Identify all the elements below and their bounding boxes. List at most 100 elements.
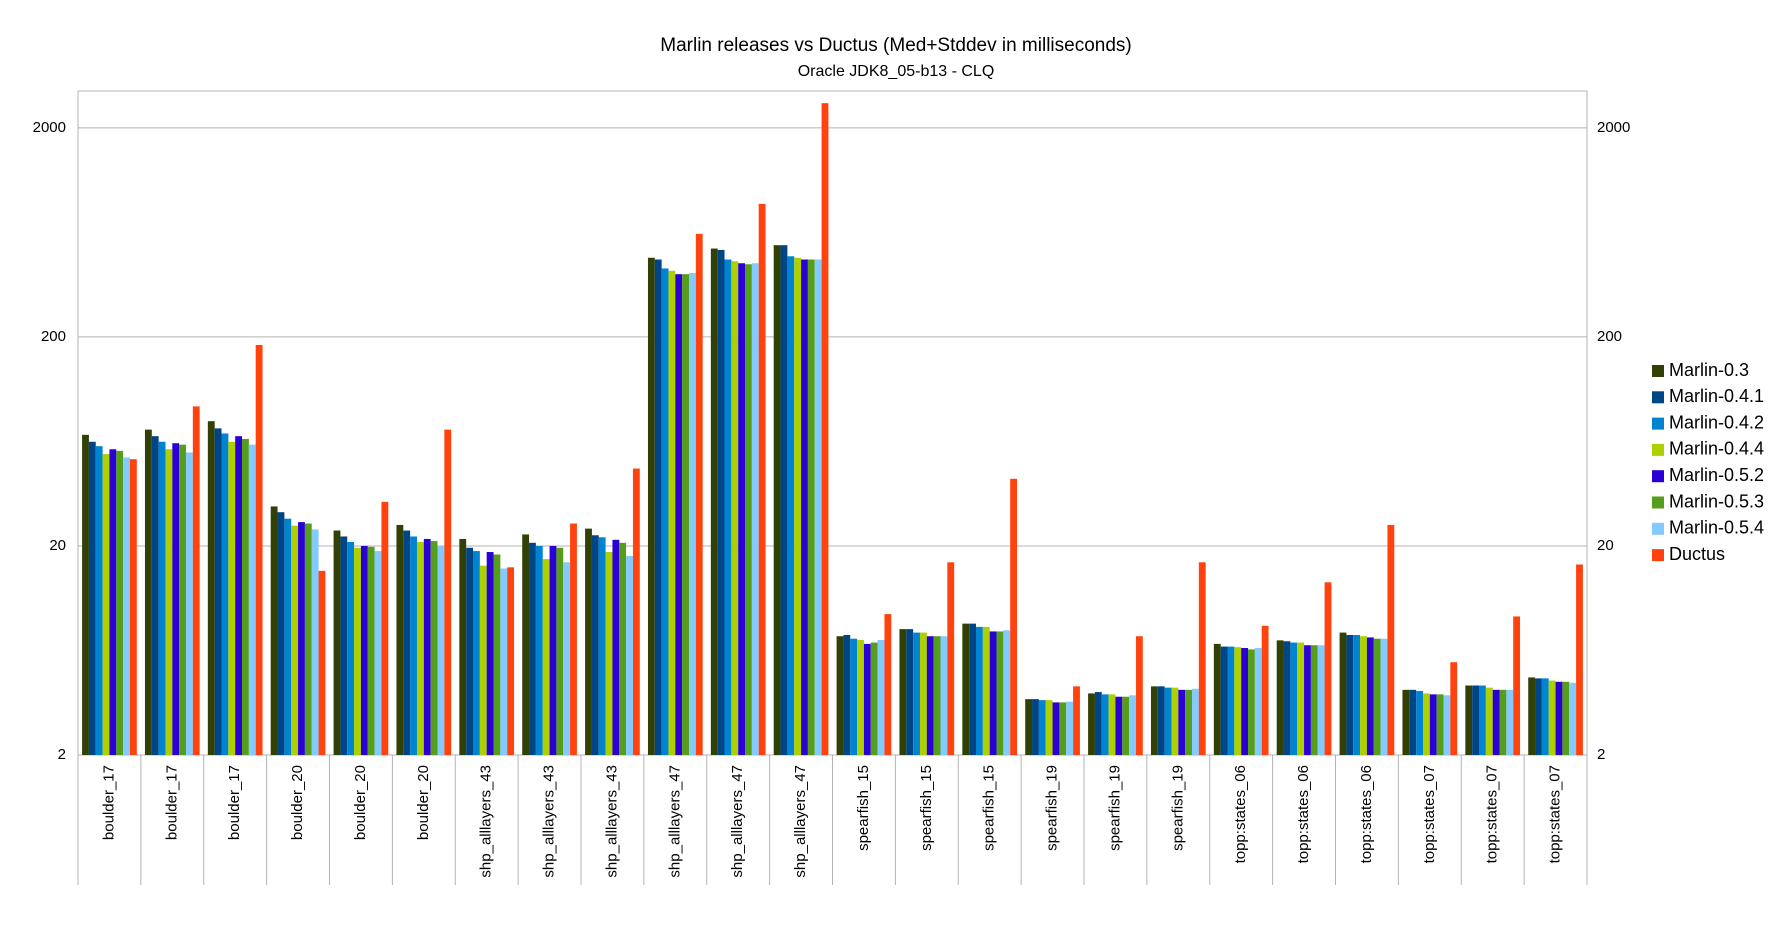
- bar: [479, 565, 487, 755]
- bar: [228, 441, 236, 755]
- bar: [1178, 689, 1186, 755]
- bar: [695, 233, 703, 755]
- x-tick-label: spearfish_19: [1169, 765, 1186, 851]
- bar: [1157, 686, 1165, 755]
- bar: [522, 534, 530, 755]
- bar: [850, 638, 858, 755]
- bar: [1569, 682, 1577, 755]
- bar: [1276, 640, 1284, 755]
- bar: [1317, 645, 1325, 755]
- bar: [940, 636, 948, 755]
- bar: [1465, 685, 1473, 755]
- x-tick-label: boulder_20: [289, 765, 306, 840]
- bar: [996, 631, 1004, 755]
- bar: [570, 523, 577, 755]
- bar: [535, 545, 543, 755]
- bar: [682, 274, 689, 755]
- bar: [1555, 681, 1563, 755]
- bar: [1122, 696, 1130, 755]
- y-tick-label: 200: [41, 328, 66, 345]
- bar: [423, 538, 431, 755]
- bar: [1241, 647, 1249, 755]
- bar: [1304, 645, 1311, 755]
- bar: [1088, 693, 1095, 755]
- x-tick-label: spearfish_19: [1106, 765, 1123, 851]
- bar: [304, 523, 312, 755]
- x-tick-label: boulder_17: [226, 765, 243, 840]
- x-tick-label: spearfish_15: [981, 765, 998, 851]
- bar: [88, 441, 96, 755]
- bar: [144, 429, 152, 755]
- bar: [710, 248, 718, 755]
- bar: [179, 444, 186, 755]
- legend-label: Marlin-0.4.1: [1669, 386, 1764, 406]
- bar: [1416, 690, 1423, 755]
- bar: [1353, 634, 1361, 755]
- legend-label: Ductus: [1669, 544, 1725, 564]
- bar: [1025, 699, 1033, 755]
- bar: [318, 570, 326, 755]
- bar: [109, 449, 117, 755]
- bar: [549, 545, 557, 755]
- x-tick-label: spearfish_19: [1044, 765, 1061, 851]
- bar: [619, 542, 627, 755]
- bar: [1191, 688, 1199, 755]
- bar: [843, 634, 851, 755]
- bar: [158, 441, 166, 755]
- bar: [919, 632, 927, 755]
- bar: [165, 449, 173, 755]
- bar: [221, 433, 229, 755]
- bar: [235, 436, 243, 755]
- bar: [430, 541, 438, 755]
- bar: [255, 344, 263, 755]
- bar: [1010, 478, 1018, 755]
- bar: [982, 626, 990, 755]
- bar: [116, 450, 124, 755]
- y2-tick-label: 2000: [1597, 119, 1630, 136]
- bar: [724, 259, 732, 755]
- bar: [989, 631, 997, 755]
- bar: [1073, 686, 1080, 755]
- bar: [354, 547, 361, 755]
- legend-swatch: [1652, 443, 1664, 456]
- bar: [598, 537, 606, 755]
- bar: [1164, 687, 1172, 755]
- bar: [801, 259, 808, 755]
- legend-swatch: [1652, 470, 1664, 483]
- y-tick-label: 2000: [33, 119, 66, 136]
- bar: [1310, 645, 1318, 755]
- bar: [814, 259, 822, 755]
- bar: [1261, 625, 1269, 755]
- bar: [731, 261, 739, 755]
- legend-swatch: [1652, 496, 1664, 509]
- bar: [1485, 687, 1493, 755]
- x-tick-label: spearfish_15: [855, 765, 872, 851]
- bar: [396, 524, 404, 755]
- y-tick-label: 20: [49, 537, 66, 554]
- bar: [807, 259, 815, 755]
- bar: [1115, 696, 1123, 755]
- bar: [1443, 695, 1451, 755]
- x-tick-label: shp_alllayers_47: [792, 765, 809, 878]
- bar: [688, 273, 696, 755]
- legend-label: Marlin-0.5.2: [1669, 465, 1764, 485]
- bar: [1032, 699, 1039, 755]
- bar: [1360, 636, 1367, 755]
- bar: [563, 562, 571, 755]
- bar: [1436, 694, 1444, 755]
- bar: [758, 203, 766, 755]
- x-tick-label: shp_alllayers_43: [541, 765, 558, 878]
- legend-swatch: [1652, 522, 1664, 535]
- x-tick-label: shp_alllayers_47: [666, 765, 683, 878]
- bar: [185, 452, 193, 755]
- legend-label: Marlin-0.5.4: [1669, 518, 1764, 538]
- bar: [1234, 647, 1242, 755]
- bar: [123, 457, 130, 755]
- bar: [1290, 642, 1298, 755]
- bar: [1535, 678, 1542, 755]
- bar: [1101, 694, 1109, 755]
- bar: [207, 421, 215, 755]
- bar: [969, 623, 977, 755]
- bar: [821, 103, 829, 755]
